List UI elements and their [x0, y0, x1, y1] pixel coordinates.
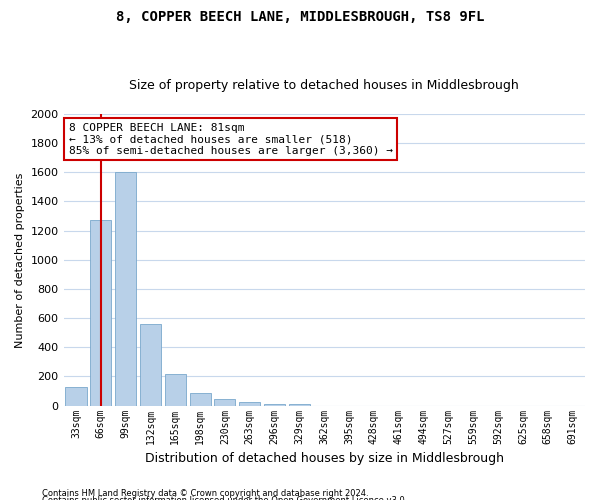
Text: 8 COPPER BEECH LANE: 81sqm
← 13% of detached houses are smaller (518)
85% of sem: 8 COPPER BEECH LANE: 81sqm ← 13% of deta…: [69, 122, 393, 156]
Bar: [264, 404, 285, 406]
X-axis label: Distribution of detached houses by size in Middlesbrough: Distribution of detached houses by size …: [145, 452, 504, 465]
Bar: [140, 324, 161, 406]
Bar: [239, 402, 260, 406]
Text: Contains public sector information licensed under the Open Government Licence v3: Contains public sector information licen…: [42, 496, 407, 500]
Bar: [65, 386, 86, 406]
Text: Contains HM Land Registry data © Crown copyright and database right 2024.: Contains HM Land Registry data © Crown c…: [42, 488, 368, 498]
Text: 8, COPPER BEECH LANE, MIDDLESBROUGH, TS8 9FL: 8, COPPER BEECH LANE, MIDDLESBROUGH, TS8…: [116, 10, 484, 24]
Bar: [214, 399, 235, 406]
Bar: [289, 404, 310, 406]
Bar: [190, 392, 211, 406]
Title: Size of property relative to detached houses in Middlesbrough: Size of property relative to detached ho…: [130, 79, 519, 92]
Y-axis label: Number of detached properties: Number of detached properties: [15, 172, 25, 348]
Bar: [115, 172, 136, 406]
Bar: [165, 374, 186, 406]
Bar: [90, 220, 112, 406]
